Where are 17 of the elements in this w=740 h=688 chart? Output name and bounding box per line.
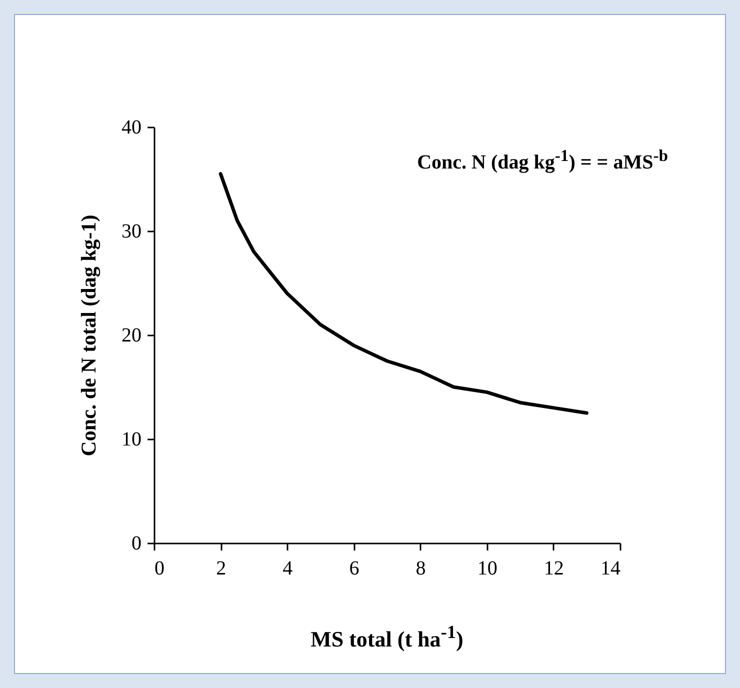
- y-tick-label: 30: [122, 220, 142, 242]
- y-tick-label: 40: [122, 116, 142, 138]
- y-tick-label: 10: [122, 428, 142, 450]
- y-tick-label: 20: [122, 324, 142, 346]
- x-tick-label: 10: [477, 558, 498, 580]
- x-tick-label: 0: [154, 558, 164, 580]
- x-tick-label: 8: [416, 558, 426, 580]
- x-tick-label: 6: [349, 558, 360, 580]
- x-tick-label: 14: [600, 558, 620, 580]
- line-series: [218, 172, 588, 415]
- y-tick-label: 0: [132, 532, 142, 554]
- x-axis-title: MS total (t ha$^{-1}$): [310, 622, 464, 652]
- y-axis-title: Conc. de N total (dag kg-1): [76, 214, 100, 456]
- x-tick-label: 2: [216, 558, 226, 580]
- annotation: Conc. N (dag kg$^{-1}$) = = aMS$^{-b}$: [417, 146, 668, 175]
- x-tick-label: 4: [282, 558, 293, 580]
- x-tick-label: 12: [544, 558, 564, 580]
